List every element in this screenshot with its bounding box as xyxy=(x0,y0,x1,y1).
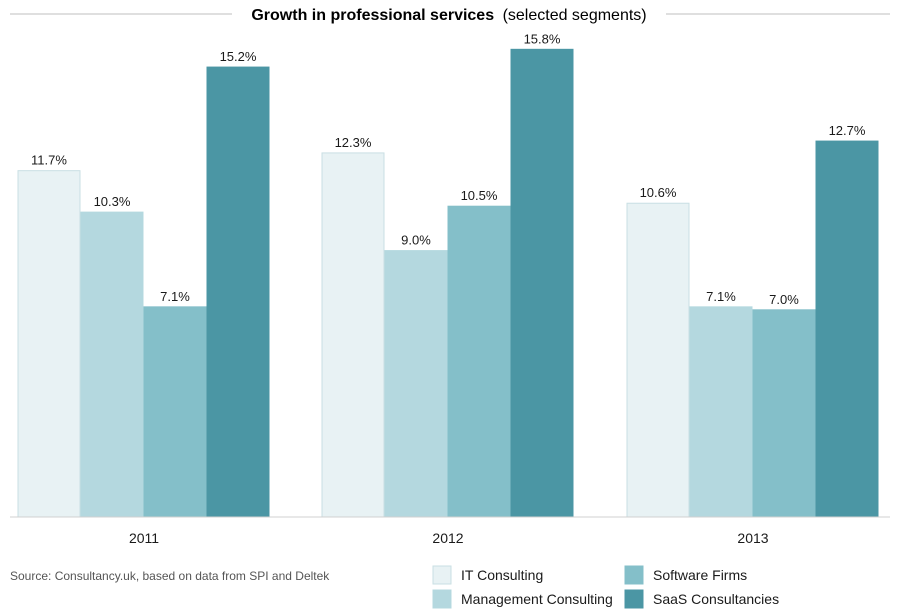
chart-title-subtitle: (selected segments) xyxy=(503,7,647,24)
legend-label-management-consulting: Management Consulting xyxy=(461,591,613,607)
bar-labels-group: 11.7% 10.3% 7.1% 15.2% 12.3% 9.0% 10.5% 15.8% 10… xyxy=(31,31,866,306)
bar-2012-it-consulting xyxy=(321,152,385,518)
data-label-2011-saas-consultancies: 15.2% xyxy=(220,49,257,64)
legend-label-it-consulting: IT Consulting xyxy=(461,567,543,583)
legend-swatch-management-consulting xyxy=(432,589,452,609)
data-label-2013-software-firms: 7.0% xyxy=(769,292,799,307)
bar-2013-management-consulting xyxy=(689,306,753,518)
legend-swatch-saas-consultancies xyxy=(624,589,644,609)
data-label-2011-it-consulting: 11.7% xyxy=(31,153,67,168)
bar-2011-management-consulting xyxy=(80,211,144,518)
bar-2013-it-consulting xyxy=(626,202,690,518)
legend-label-saas-consultancies: SaaS Consultancies xyxy=(653,591,779,607)
legend-swatch-it-consulting xyxy=(432,565,452,585)
chart-title-main: Growth in professional services xyxy=(251,7,494,24)
data-label-2013-management-consulting: 7.1% xyxy=(706,289,736,304)
data-label-2012-management-consulting: 9.0% xyxy=(401,233,431,248)
bar-2011-it-consulting xyxy=(17,170,81,518)
category-label-2013: 2013 xyxy=(737,530,768,546)
bar-2012-software-firms xyxy=(447,205,511,518)
data-label-2012-saas-consultancies: 15.8% xyxy=(524,31,561,46)
bars-group xyxy=(17,48,879,518)
bar-2013-saas-consultancies xyxy=(815,140,879,518)
legend: IT Consulting Management Consulting Softwa… xyxy=(432,565,779,609)
bar-2013-software-firms xyxy=(752,309,816,518)
data-label-2013-it-consulting: 10.6% xyxy=(640,185,677,200)
data-label-2012-software-firms: 10.5% xyxy=(461,188,498,203)
data-label-2011-software-firms: 7.1% xyxy=(160,289,190,304)
legend-label-software-firms: Software Firms xyxy=(653,567,747,583)
data-label-2012-it-consulting: 12.3% xyxy=(335,135,372,150)
category-label-2011: 2011 xyxy=(129,530,159,546)
bar-2012-saas-consultancies xyxy=(510,48,574,518)
chart-title: Growth in professional services (selecte… xyxy=(251,7,646,24)
bar-2011-saas-consultancies xyxy=(206,66,270,518)
category-labels-group: 2011 2012 2013 xyxy=(129,530,769,546)
data-label-2013-saas-consultancies: 12.7% xyxy=(829,123,866,138)
source-note: Source: Consultancy.uk, based on data fr… xyxy=(10,569,330,583)
legend-swatch-software-firms xyxy=(624,565,644,585)
bar-2012-management-consulting xyxy=(384,250,448,518)
bar-2011-software-firms xyxy=(143,306,207,518)
data-label-2011-management-consulting: 10.3% xyxy=(94,194,131,209)
category-label-2012: 2012 xyxy=(432,530,463,546)
